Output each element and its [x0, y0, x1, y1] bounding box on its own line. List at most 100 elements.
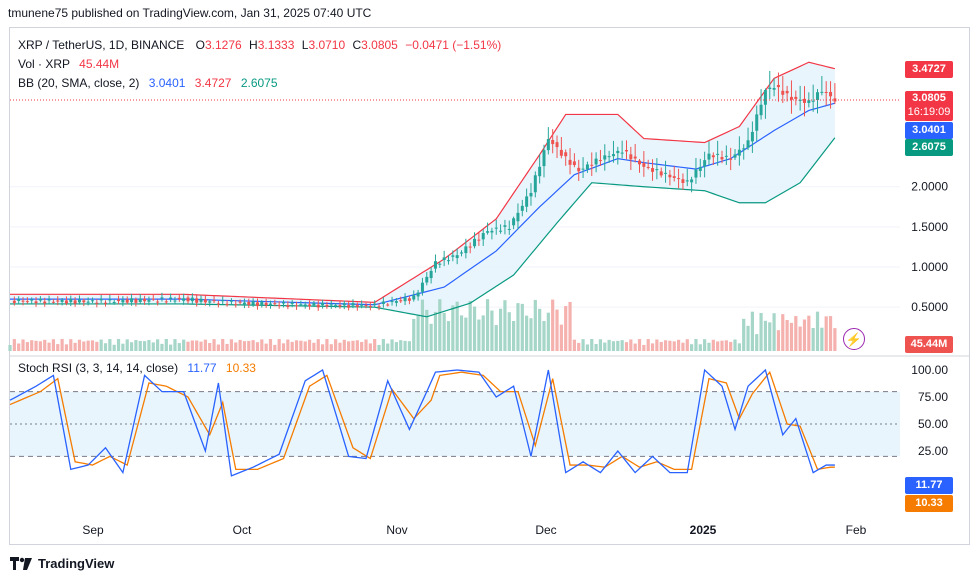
volume-bar: [368, 343, 372, 351]
stoch-k-value: 11.77: [187, 361, 217, 375]
candle-body: [212, 300, 216, 302]
volume-bar: [603, 342, 607, 351]
volume-bar: [451, 305, 455, 351]
candle-body: [17, 299, 21, 301]
volume-bar: [273, 344, 277, 351]
time-tick-label: Sep: [82, 523, 104, 537]
candle-body: [138, 298, 142, 302]
candle-body: [546, 139, 550, 151]
volume-bar: [620, 340, 624, 351]
stoch-tick-label: 25.00: [918, 444, 948, 458]
candle-body: [56, 300, 60, 302]
candle-body: [720, 157, 724, 160]
volume-bar: [125, 339, 129, 351]
volume-bar: [151, 342, 155, 351]
candle-body: [12, 300, 16, 303]
volume-bar: [694, 339, 698, 351]
volume-bar: [203, 339, 207, 351]
volume-bar: [828, 316, 833, 351]
candle-body: [460, 252, 464, 254]
volume-bar: [538, 308, 542, 351]
time-tick-label: Dec: [535, 523, 556, 537]
volume-bar: [707, 342, 711, 351]
high-label: H: [249, 38, 258, 52]
candle-body: [690, 179, 694, 183]
volume-bar: [633, 343, 637, 351]
volume-bar: [581, 339, 585, 351]
volume-bar: [182, 339, 186, 351]
candle-body: [190, 297, 194, 302]
volume-bar: [520, 303, 524, 351]
volume-bar: [555, 309, 559, 351]
candle-body: [51, 301, 55, 303]
candle-body: [703, 160, 707, 167]
candle-body: [433, 261, 437, 269]
candle-body: [707, 153, 711, 160]
bb-label[interactable]: BB (20, SMA, close, 2): [18, 76, 140, 90]
volume-bar: [116, 339, 121, 351]
volume-bar: [798, 326, 802, 351]
candle-body: [698, 166, 702, 171]
volume-bar: [216, 344, 220, 351]
volume-bar: [381, 339, 385, 351]
volume-bar: [164, 339, 168, 351]
volume-bar: [455, 301, 459, 351]
candle-body: [30, 299, 34, 301]
candle-body: [833, 98, 837, 102]
candle-body: [112, 302, 116, 304]
volume-bar: [464, 317, 468, 351]
volume-bar: [43, 339, 47, 351]
candle-body: [273, 303, 277, 305]
volume-bar: [277, 339, 281, 351]
volume-bar: [716, 341, 720, 351]
volume-bar: [25, 342, 29, 351]
volume-bar: [208, 343, 212, 351]
candle-body: [464, 246, 468, 254]
candle-body: [512, 218, 516, 226]
volume-bar: [307, 339, 312, 351]
candle-body: [451, 255, 455, 257]
volume-bar: [690, 344, 694, 351]
candle-body: [420, 282, 424, 292]
candle-body: [559, 149, 563, 156]
candle-body: [598, 160, 602, 162]
candle-body: [268, 303, 272, 305]
candle-body: [160, 297, 164, 299]
volume-bar: [8, 345, 12, 351]
volume-label[interactable]: Vol · XRP: [18, 57, 70, 71]
volume-bar: [12, 339, 16, 351]
stoch-label[interactable]: Stoch RSI (3, 3, 14, 14, close): [18, 361, 179, 375]
candle-body: [82, 300, 86, 303]
candle-body: [785, 90, 789, 94]
candle-body: [390, 301, 394, 303]
bb-legend: BB (20, SMA, close, 2) 3.0401 3.4727 2.6…: [18, 74, 501, 93]
volume-bar: [420, 299, 425, 351]
candle-body: [520, 205, 524, 211]
volume-bar: [663, 340, 668, 351]
volume-value: 45.44M: [79, 57, 120, 71]
candle-body: [642, 163, 646, 167]
symbol-title[interactable]: XRP / TetherUS, 1D, BINANCE: [18, 38, 185, 52]
candle-body: [772, 87, 776, 90]
volume-bar: [373, 339, 377, 351]
volume-bar: [268, 339, 273, 351]
brand-name[interactable]: TradingView: [38, 556, 115, 571]
candle-body: [117, 299, 121, 302]
candle-body: [494, 227, 498, 229]
lightning-icon[interactable]: ⚡: [843, 328, 865, 350]
publisher-line: tmunene75 published on TradingView.com, …: [8, 6, 372, 20]
candle-body: [590, 164, 594, 166]
high-value: 3.1333: [257, 38, 295, 52]
volume-bar: [572, 339, 576, 351]
volume-bar: [360, 341, 364, 351]
candle-body: [664, 172, 668, 174]
candle-body: [77, 299, 81, 303]
candle-body: [798, 99, 802, 101]
volume-bar: [195, 340, 199, 351]
candle-body: [677, 178, 681, 180]
candle-body: [364, 305, 368, 307]
volume-bar: [759, 312, 763, 351]
volume-bar: [468, 300, 472, 351]
open-label: O: [195, 38, 205, 52]
